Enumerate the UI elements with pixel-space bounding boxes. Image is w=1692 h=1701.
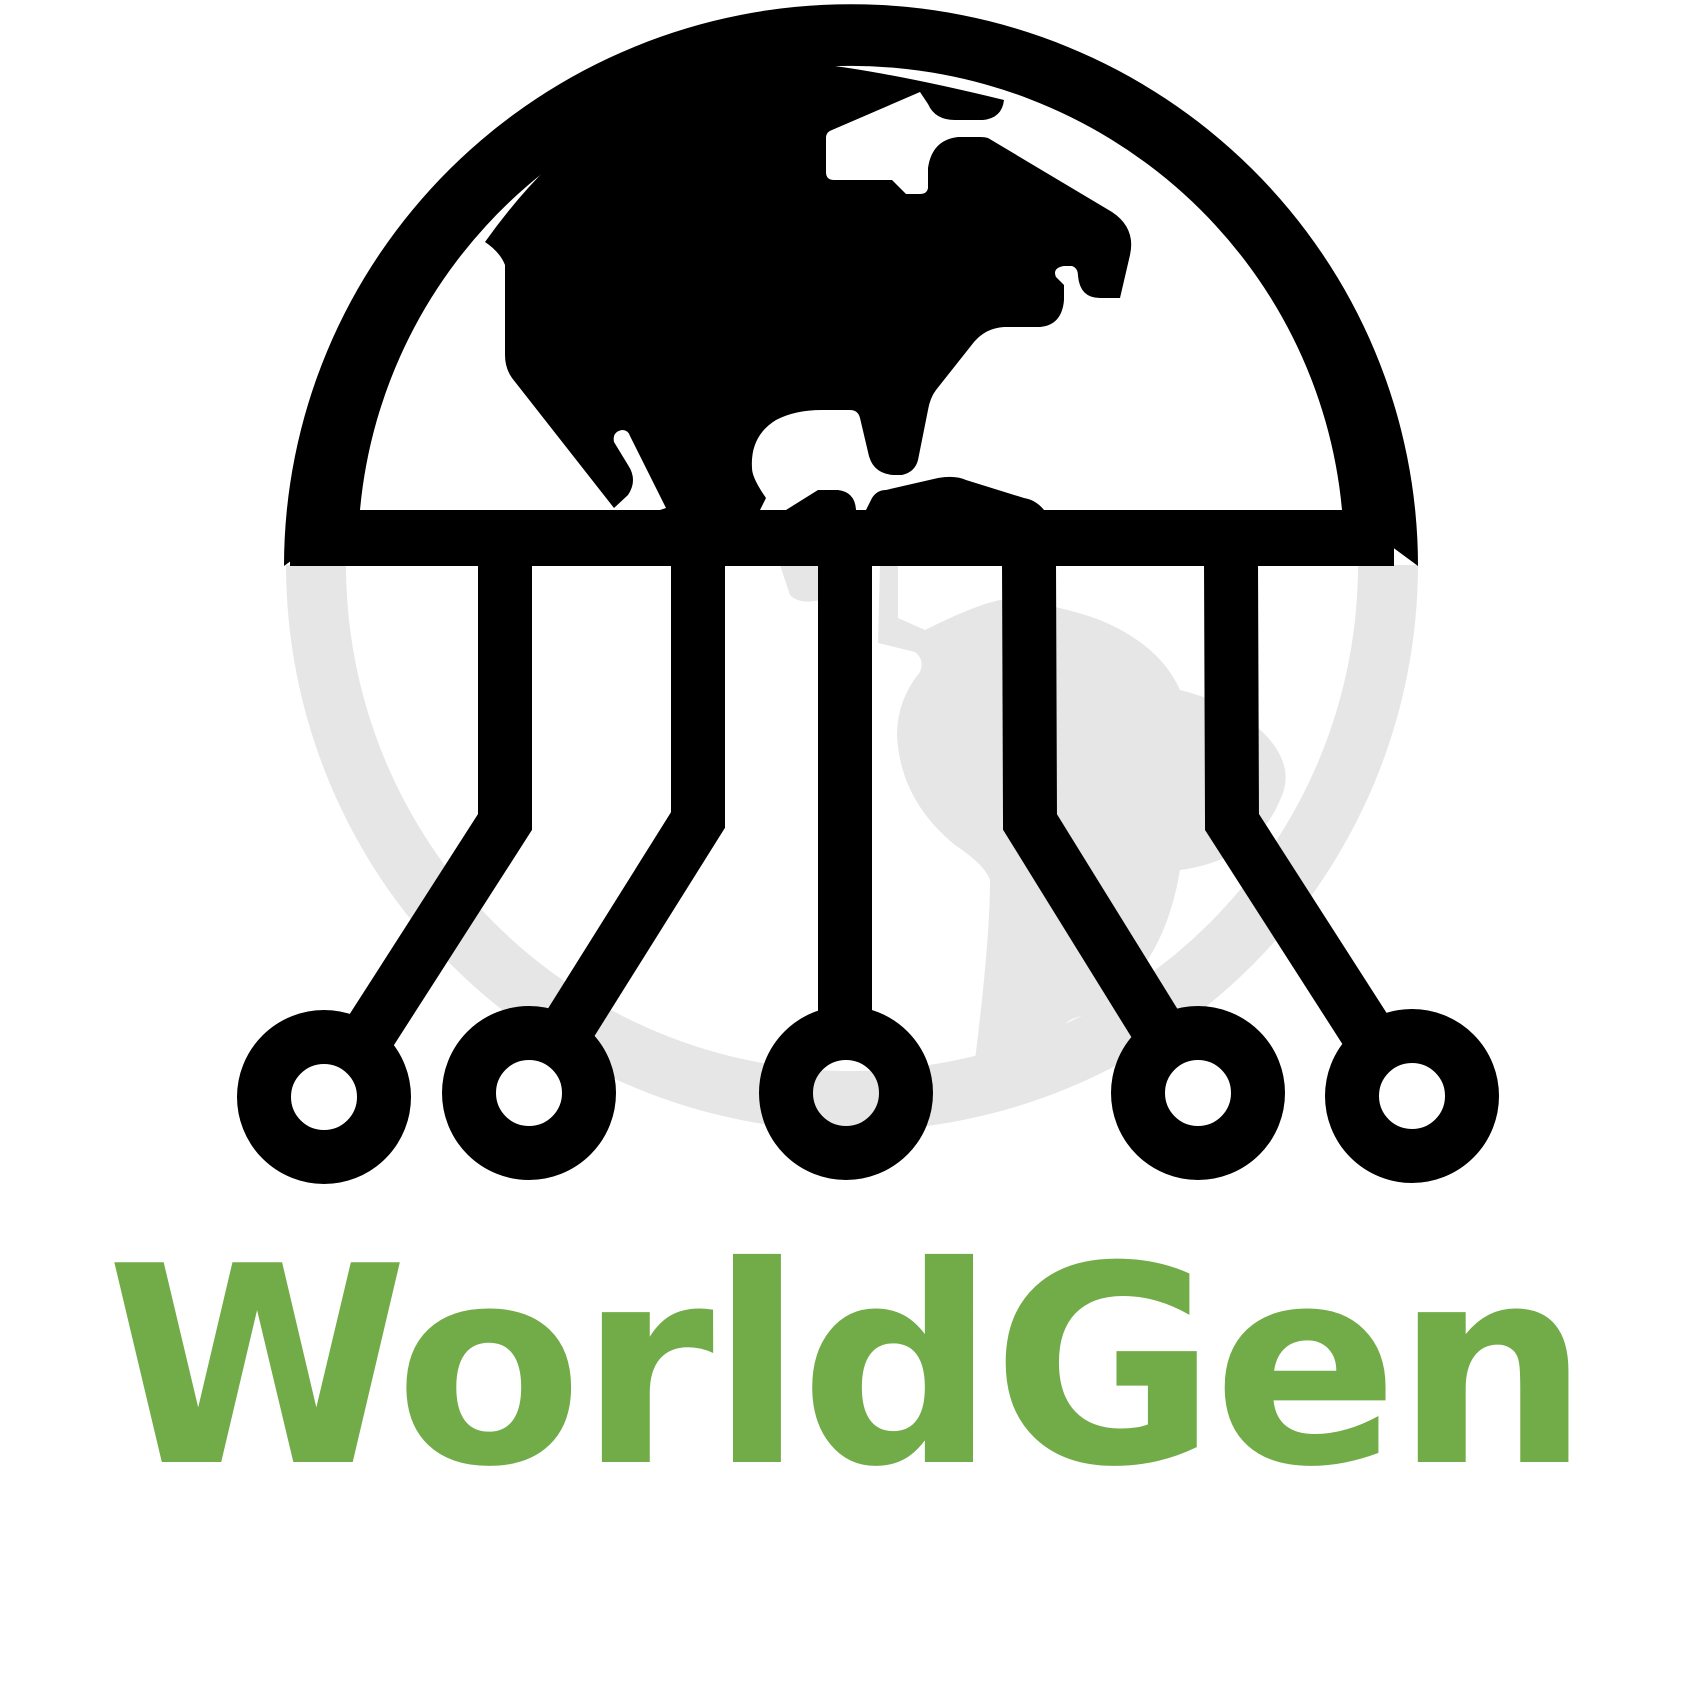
trace-2 xyxy=(534,560,725,1060)
circuit-traces-icon xyxy=(328,559,1409,1077)
brand-name: WorldGen xyxy=(106,1208,1590,1527)
node-ring-1 xyxy=(237,1010,411,1184)
globe-arc xyxy=(284,4,1418,567)
circuit-nodes xyxy=(237,1006,1499,1184)
trace-1 xyxy=(328,560,532,1077)
trace-4 xyxy=(1002,559,1191,1060)
globe-continent xyxy=(485,60,1132,510)
node-ring-3 xyxy=(759,1006,933,1180)
globe-top-icon xyxy=(284,4,1418,567)
globe-base-bar xyxy=(290,510,1394,566)
node-ring-2 xyxy=(442,1006,616,1180)
globe-island xyxy=(866,476,1044,510)
node-ring-4 xyxy=(1111,1006,1285,1180)
globe-peninsula xyxy=(786,490,856,510)
trace-5 xyxy=(1204,559,1409,1077)
node-ring-5 xyxy=(1325,1009,1499,1183)
